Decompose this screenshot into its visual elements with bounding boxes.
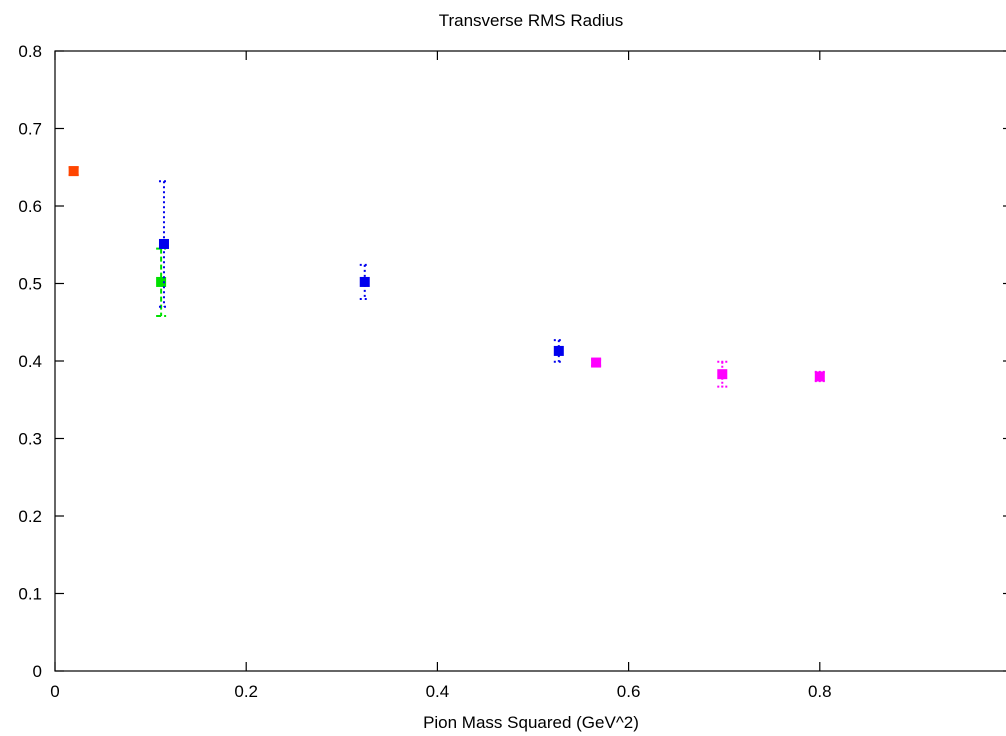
x-tick-label: 0.6 xyxy=(617,682,641,701)
y-tick-label: 0 xyxy=(33,662,42,681)
y-tick-label: 0.6 xyxy=(18,197,42,216)
y-tick-label: 0.5 xyxy=(18,275,42,294)
data-point xyxy=(68,166,79,177)
data-point xyxy=(717,369,728,380)
y-tick-label: 0.7 xyxy=(18,120,42,139)
y-axis: 0 0.1 0.2 0.3 0.4 0.5 0.6 0.7 0.8 xyxy=(18,42,1006,681)
data-point xyxy=(156,276,167,287)
x-axis: 00.20.40.60.81 xyxy=(50,51,832,701)
x-tick-label: 0.4 xyxy=(426,682,450,701)
x-tick-label: 0.2 xyxy=(234,682,258,701)
data-points xyxy=(68,166,825,388)
data-point xyxy=(359,276,370,287)
series-2 xyxy=(158,180,564,363)
y-tick-label: 0.4 xyxy=(18,352,42,371)
y-tick-label: 0.1 xyxy=(18,585,42,604)
x-axis-label: Pion Mass Squared (GeV^2) xyxy=(423,713,639,732)
data-point xyxy=(814,371,825,382)
y-tick-label: 0.3 xyxy=(18,430,42,449)
series-0 xyxy=(68,166,79,177)
data-point xyxy=(553,345,564,356)
x-tick-label: 0.8 xyxy=(808,682,832,701)
data-point xyxy=(158,238,169,249)
data-point xyxy=(591,357,602,368)
y-tick-label: 0.8 xyxy=(18,42,42,61)
x-tick-label: 0 xyxy=(50,682,59,701)
series-3 xyxy=(591,357,825,388)
plot-frame xyxy=(54,50,1006,672)
chart-title: Transverse RMS Radius xyxy=(439,11,624,30)
y-tick-label: 0.2 xyxy=(18,507,42,526)
